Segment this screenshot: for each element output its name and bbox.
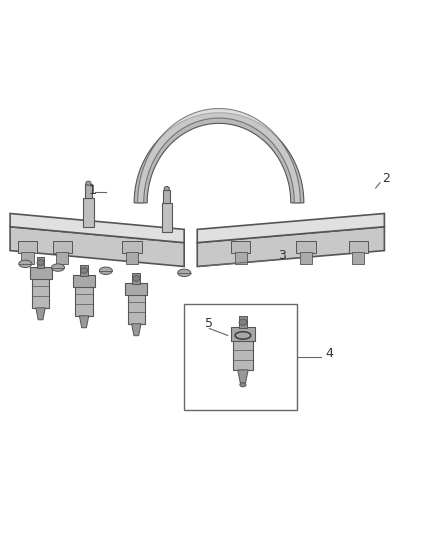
- Text: 3: 3: [278, 248, 286, 262]
- Bar: [239, 317, 247, 328]
- Bar: [352, 252, 364, 264]
- Bar: [231, 327, 255, 341]
- Ellipse shape: [37, 260, 44, 265]
- Ellipse shape: [164, 187, 170, 191]
- Polygon shape: [36, 308, 45, 320]
- Text: 1: 1: [88, 184, 96, 197]
- Bar: [73, 275, 95, 287]
- Polygon shape: [238, 370, 248, 383]
- Bar: [233, 338, 253, 370]
- Text: 5: 5: [205, 318, 213, 330]
- Ellipse shape: [133, 276, 140, 281]
- Bar: [37, 257, 45, 268]
- Bar: [231, 241, 251, 253]
- Bar: [297, 241, 316, 253]
- Bar: [75, 282, 93, 316]
- Polygon shape: [131, 324, 141, 336]
- Polygon shape: [197, 227, 385, 266]
- Ellipse shape: [19, 260, 32, 268]
- Text: 2: 2: [382, 172, 390, 184]
- Ellipse shape: [51, 264, 64, 271]
- Bar: [85, 184, 92, 198]
- Text: 4: 4: [325, 346, 333, 360]
- Bar: [83, 198, 94, 227]
- Polygon shape: [138, 109, 300, 203]
- Ellipse shape: [239, 319, 247, 325]
- Bar: [32, 274, 49, 308]
- Bar: [184, 304, 297, 410]
- Polygon shape: [197, 214, 385, 243]
- Polygon shape: [79, 316, 89, 328]
- Polygon shape: [134, 113, 304, 203]
- Ellipse shape: [86, 181, 91, 185]
- Bar: [18, 241, 37, 253]
- Bar: [53, 241, 72, 253]
- Ellipse shape: [99, 267, 113, 274]
- Polygon shape: [10, 227, 184, 266]
- Bar: [128, 290, 145, 324]
- Bar: [56, 252, 68, 264]
- Bar: [300, 252, 312, 264]
- Bar: [122, 241, 141, 253]
- Ellipse shape: [240, 383, 246, 387]
- Bar: [80, 265, 88, 276]
- Bar: [349, 241, 368, 253]
- Bar: [21, 252, 34, 264]
- Bar: [30, 267, 52, 279]
- Ellipse shape: [178, 269, 191, 277]
- Polygon shape: [10, 214, 184, 243]
- Bar: [162, 203, 172, 232]
- Bar: [132, 273, 140, 284]
- Bar: [126, 252, 138, 264]
- Ellipse shape: [81, 268, 88, 273]
- Bar: [163, 190, 170, 203]
- Bar: [125, 283, 147, 295]
- Bar: [235, 252, 247, 264]
